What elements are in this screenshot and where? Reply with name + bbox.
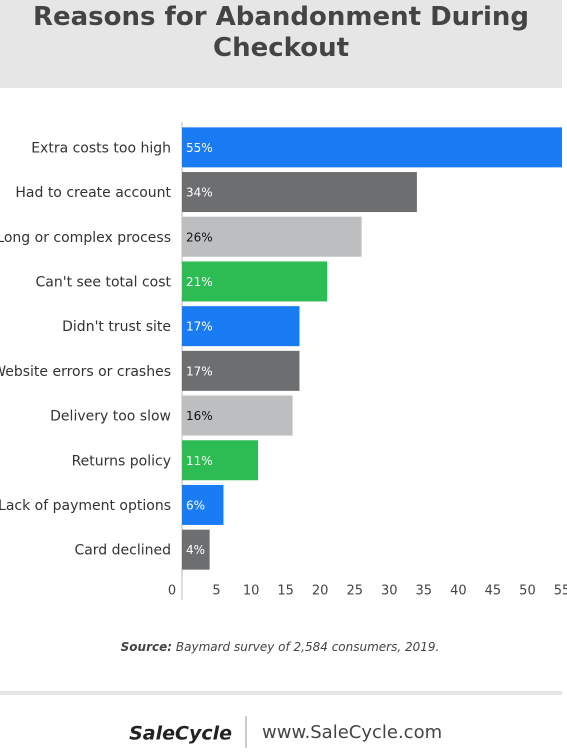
- chart-title: Reasons for Abandonment During Checkout: [32, 2, 530, 63]
- y-tick-label: Delivery too slow: [50, 409, 171, 425]
- x-tick-label: 30: [381, 584, 398, 599]
- y-tick-label: Lack of payment options: [0, 498, 171, 514]
- bar: [182, 127, 562, 168]
- source: Source: Baymard survey of 2,584 consumer…: [121, 640, 440, 654]
- value-label: 55%: [186, 141, 213, 155]
- value-label: 4%: [186, 543, 205, 557]
- bar: [182, 484, 224, 525]
- value-label: 17%: [186, 320, 213, 334]
- bar: [182, 306, 300, 347]
- bar: [182, 529, 210, 570]
- bar: [182, 350, 300, 391]
- value-label: 11%: [186, 454, 213, 468]
- value-label: 21%: [186, 275, 213, 289]
- y-tick-label: Returns policy: [72, 453, 171, 469]
- y-tick-label: Had to create account: [15, 185, 171, 201]
- source-text: Baymard survey of 2,584 consumers, 2019.: [176, 640, 439, 654]
- value-label: 34%: [186, 186, 213, 200]
- bar: [182, 216, 362, 257]
- value-label: 6%: [186, 498, 205, 512]
- x-tick-label: 0: [168, 584, 176, 599]
- source-label: Source:: [121, 640, 172, 654]
- x-tick-label: 45: [485, 584, 502, 599]
- x-tick-label: 5: [212, 584, 220, 599]
- bar: [182, 261, 328, 302]
- x-tick-label: 55: [554, 584, 567, 599]
- y-tick-label: Long or complex process: [0, 230, 171, 246]
- bar: [182, 440, 258, 481]
- value-label: 26%: [186, 230, 213, 244]
- y-tick-label: Extra costs too high: [31, 140, 171, 156]
- title-wrap: Reasons for Abandonment During Checkout: [32, 2, 530, 63]
- x-tick-label: 35: [416, 584, 433, 599]
- y-tick-label: Card declined: [74, 543, 171, 559]
- footer-logo: SaleCycle: [129, 723, 232, 745]
- x-tick-label: 25: [346, 584, 363, 599]
- x-tick-label: 20: [312, 584, 329, 599]
- y-tick-label: Website errors or crashes: [0, 364, 171, 380]
- y-tick-label: Can't see total cost: [36, 274, 172, 290]
- x-tick-label: 50: [519, 584, 536, 599]
- footer-url: www.SaleCycle.com: [262, 722, 442, 743]
- x-tick-label: 40: [450, 584, 467, 599]
- bar: [182, 395, 293, 436]
- value-label: 17%: [186, 364, 213, 378]
- bar: [182, 172, 417, 213]
- x-tick-label: 15: [277, 584, 294, 599]
- value-label: 16%: [186, 409, 213, 423]
- x-tick-label: 10: [243, 584, 260, 599]
- title-box: [0, 0, 562, 88]
- y-tick-label: Didn't trust site: [62, 319, 171, 335]
